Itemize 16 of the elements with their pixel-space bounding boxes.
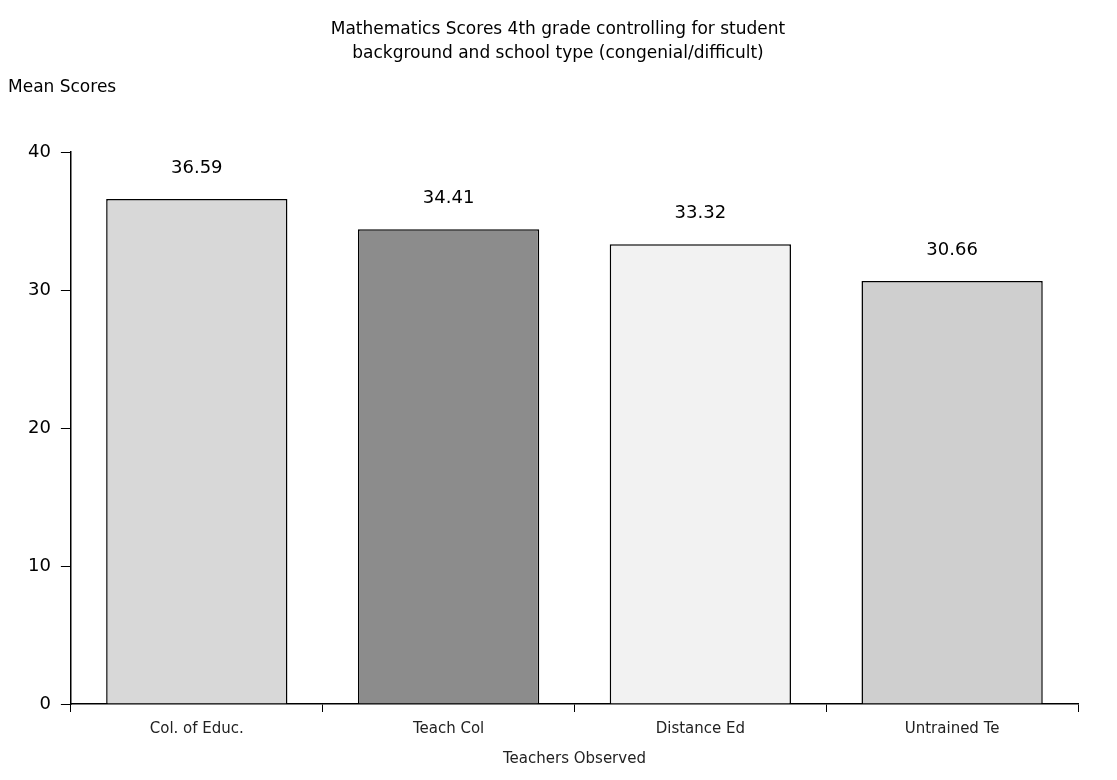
data-label: 34.41 (422, 185, 475, 207)
chart-title: Mathematics Scores 4th grade controlling for student background and school type (congenial/difficult) (329, 17, 787, 64)
x-tick-label: Distance Ed (655, 718, 746, 737)
data-label: 33.32 (674, 200, 727, 222)
y-tick-label: 20 (28, 415, 51, 437)
y-axis-title: Mean Scores (8, 76, 117, 96)
data-label: 36.59 (171, 155, 223, 177)
x-tick-label: Teach Col (411, 718, 485, 737)
y-tick-label: 10 (28, 553, 51, 575)
x-tick-label: Col. of Educ. (149, 718, 244, 737)
y-tick-label: 0 (39, 691, 51, 713)
x-axis-title: Teachers Observed (501, 748, 646, 767)
x-tick-label: Untrained Te (904, 718, 1000, 737)
data-label: 30.66 (926, 237, 978, 259)
y-tick-label: 40 (28, 139, 51, 161)
y-tick-label: 30 (28, 277, 51, 299)
